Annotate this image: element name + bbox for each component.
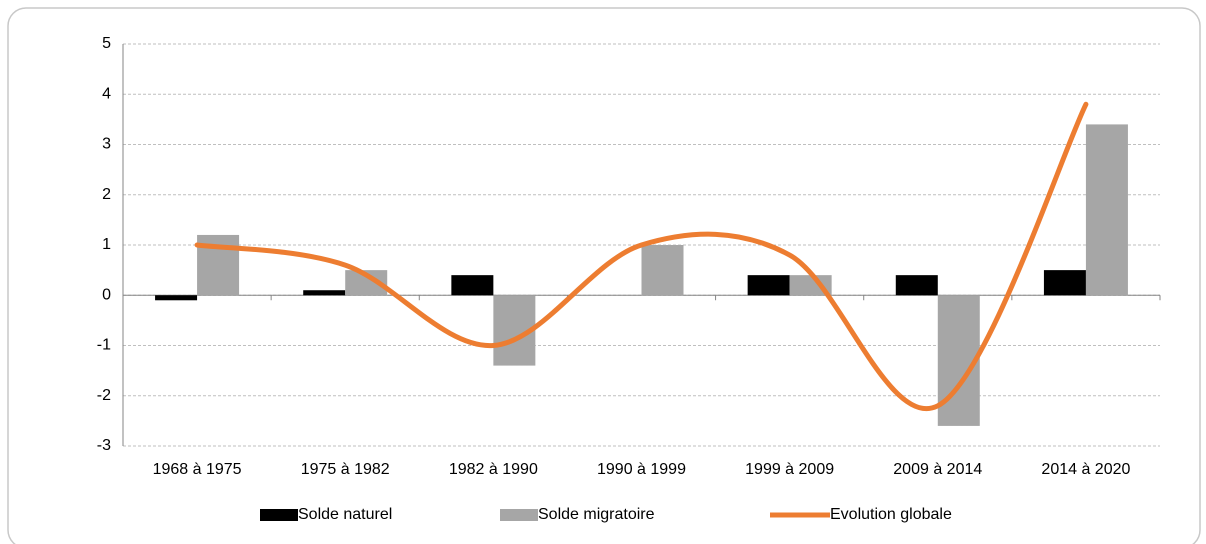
x-tick-label: 1968 à 1975 [153, 461, 242, 478]
bar [1043, 270, 1086, 296]
x-tick-label: 2014 à 2020 [1041, 461, 1130, 478]
y-tick-label: 4 [102, 85, 111, 102]
x-tick-label: 1982 à 1990 [449, 461, 538, 478]
bar [155, 295, 198, 301]
y-tick-label: -3 [97, 437, 111, 454]
y-tick-label: 1 [102, 236, 111, 253]
chart-frame [7, 7, 1201, 544]
y-tick-label: 3 [102, 136, 111, 153]
bar [303, 290, 346, 296]
bar [789, 275, 832, 296]
x-tick-label: 1975 à 1982 [301, 461, 390, 478]
legend-label: Solde migratoire [538, 506, 655, 523]
legend-label: Evolution globale [830, 506, 952, 523]
legend-swatch [500, 509, 538, 521]
y-tick-label: -2 [97, 387, 111, 404]
line [194, 101, 1089, 411]
y-tick-label: 0 [102, 286, 111, 303]
bar [895, 275, 938, 296]
x-tick-label: 1999 à 2009 [745, 461, 834, 478]
y-tick-label: 2 [102, 186, 111, 203]
y-tick-label: 5 [102, 35, 111, 52]
legend-swatch [260, 509, 298, 521]
x-tick-label: 1990 à 1999 [597, 461, 686, 478]
bar [1085, 124, 1128, 296]
bar [451, 275, 494, 296]
x-tick-label: 2009 à 2014 [893, 461, 982, 478]
bar [641, 245, 684, 296]
y-tick-label: -1 [97, 337, 111, 354]
bar [747, 275, 790, 296]
legend-label: Solde naturel [298, 506, 392, 523]
